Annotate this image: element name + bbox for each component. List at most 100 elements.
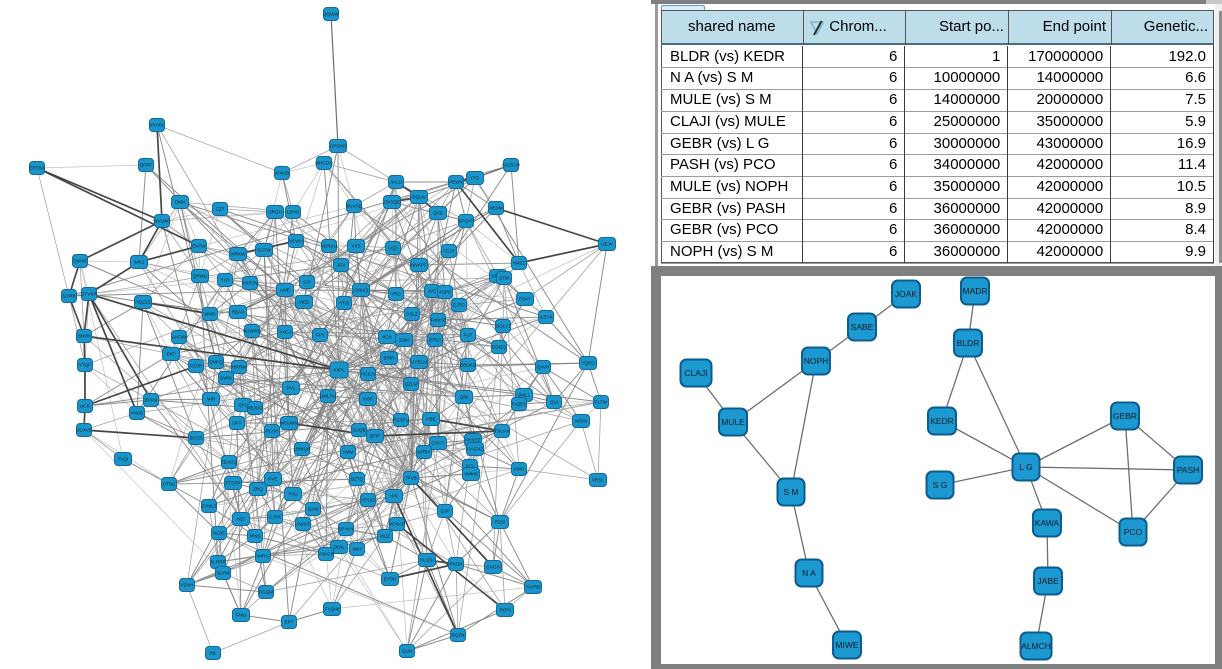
svg-text:HBE: HBE [426,417,435,422]
svg-text:BRIR: BRIR [384,356,396,361]
svg-text:GYRB: GYRB [62,294,75,299]
svg-text:BLDR: BLDR [957,338,980,348]
svg-text:L G: L G [1019,462,1032,472]
svg-text:CPOKD: CPOKD [330,144,347,149]
svg-text:DTVXR: DTVXR [81,292,97,297]
svg-text:UYELM: UYELM [411,360,427,365]
svg-text:QIM: QIM [460,395,469,400]
svg-text:SSM: SSM [399,338,409,343]
svg-text:VMMS: VMMS [464,472,478,477]
svg-text:ZKNL: ZKNL [333,545,345,550]
svg-text:XISR: XISR [363,397,374,402]
svg-text:QYL: QYL [238,403,248,408]
svg-text:BVKM: BVKM [144,398,157,403]
svg-text:ALMCH: ALMCH [1021,641,1051,651]
svg-text:YTQP: YTQP [79,363,92,368]
svg-text:EPT: EPT [285,620,294,625]
svg-text:VOSAP: VOSAP [389,522,405,527]
svg-text:VDXH: VDXH [181,583,194,588]
svg-text:QZLM: QZLM [405,382,418,387]
svg-text:GIY: GIY [303,280,311,285]
svg-text:WIH: WIH [353,547,362,552]
svg-text:TKPS: TKPS [499,608,511,613]
svg-text:FUT: FUT [464,333,473,338]
svg-text:AKOW: AKOW [172,335,187,340]
svg-text:MVAPF: MVAPF [411,263,427,268]
svg-text:MMN: MMN [205,312,216,317]
svg-text:PZSR: PZSR [190,364,203,369]
svg-text:MIR: MIR [207,397,216,402]
svg-text:IRNS: IRNS [250,534,261,539]
svg-text:TAYRB: TAYRB [526,585,541,590]
svg-text:WVLWO: WVLWO [153,219,171,224]
svg-text:FMU: FMU [236,613,246,618]
svg-text:EYDD: EYDD [384,577,397,582]
svg-text:S M: S M [783,487,798,497]
svg-text:PEWX: PEWX [449,180,463,185]
svg-text:HCILH: HCILH [361,372,375,377]
svg-text:LBWQN: LBWQN [294,447,311,452]
svg-text:VEWU: VEWU [289,239,303,244]
svg-text:GVKK: GVKK [220,376,234,381]
svg-text:SPQYF: SPQYF [458,219,474,224]
svg-text:CJTR: CJTR [269,515,281,520]
svg-text:IMKJ: IMKJ [134,260,144,265]
svg-text:VIEB: VIEB [299,300,309,305]
svg-text:QUI: QUI [550,400,558,405]
svg-text:ZYMLS: ZYMLS [201,504,216,509]
svg-text:BCCB: BCCB [190,436,203,441]
svg-text:XWC: XWC [514,467,525,472]
svg-text:N A: N A [802,568,816,578]
svg-text:ZRQ: ZRQ [253,487,263,492]
svg-text:EUQB: EUQB [352,428,365,433]
svg-text:AWXZ: AWXZ [296,522,309,527]
svg-text:DFY: DFY [232,421,241,426]
svg-text:IHL: IHL [209,651,217,656]
svg-text:NEI: NEI [237,517,245,522]
svg-text:FLTW: FLTW [595,400,608,405]
svg-text:PCO: PCO [1124,527,1143,537]
svg-text:HTIG: HTIG [339,301,350,306]
svg-text:BUVSD: BUVSD [346,204,363,209]
svg-text:QPPF: QPPF [140,163,153,168]
svg-text:STM: STM [499,276,509,281]
svg-text:BBUKD: BBUKD [460,363,477,368]
svg-text:MADR: MADR [962,286,987,296]
svg-text:FHNTE: FHNTE [465,438,480,443]
svg-text:PGSFU: PGSFU [393,418,409,423]
svg-text:BNIRI: BNIRI [78,334,90,339]
svg-text:OTSC: OTSC [163,482,176,487]
svg-text:SPYHY: SPYHY [338,527,354,532]
svg-text:XMZZ: XMZZ [513,261,526,266]
svg-text:QJK: QJK [441,509,451,514]
svg-text:GEBR: GEBR [1113,411,1137,421]
svg-text:XCA: XCA [382,335,392,340]
svg-text:RBAX: RBAX [232,310,245,315]
svg-text:QHFQ: QHFQ [209,360,223,365]
svg-text:LQD: LQD [388,246,398,251]
svg-text:KLGSI: KLGSI [420,558,434,563]
svg-text:MHCOO: MHCOO [315,161,333,166]
svg-text:AKLU: AKLU [390,180,402,185]
svg-text:RCSH: RCSH [265,429,278,434]
svg-text:ERTBA: ERTBA [29,166,45,171]
svg-text:FCI: FCI [466,464,473,469]
svg-text:VXKCR: VXKCR [318,552,335,557]
svg-text:SSLZ: SSLZ [406,312,418,317]
svg-text:EOQQ: EOQQ [492,345,506,350]
svg-text:XMM: XMM [343,450,354,455]
svg-text:YXS: YXS [351,244,360,249]
svg-text:MIWE: MIWE [835,640,858,650]
svg-text:NOPH: NOPH [804,356,829,366]
svg-text:IFN: IFN [390,494,397,499]
svg-text:ENTW: ENTW [192,244,206,249]
svg-text:VNDG: VNDG [130,411,144,416]
svg-text:CGOT: CGOT [431,441,444,446]
svg-text:OOLYJ: OOLYJ [496,324,511,329]
svg-text:UMLSU: UMLSU [320,394,336,399]
svg-text:NRRM: NRRM [232,365,246,370]
svg-text:BZTQ: BZTQ [351,477,364,482]
svg-text:YLR: YLR [221,278,231,283]
svg-text:KAWA: KAWA [1035,518,1060,528]
svg-text:S G: S G [933,480,948,490]
